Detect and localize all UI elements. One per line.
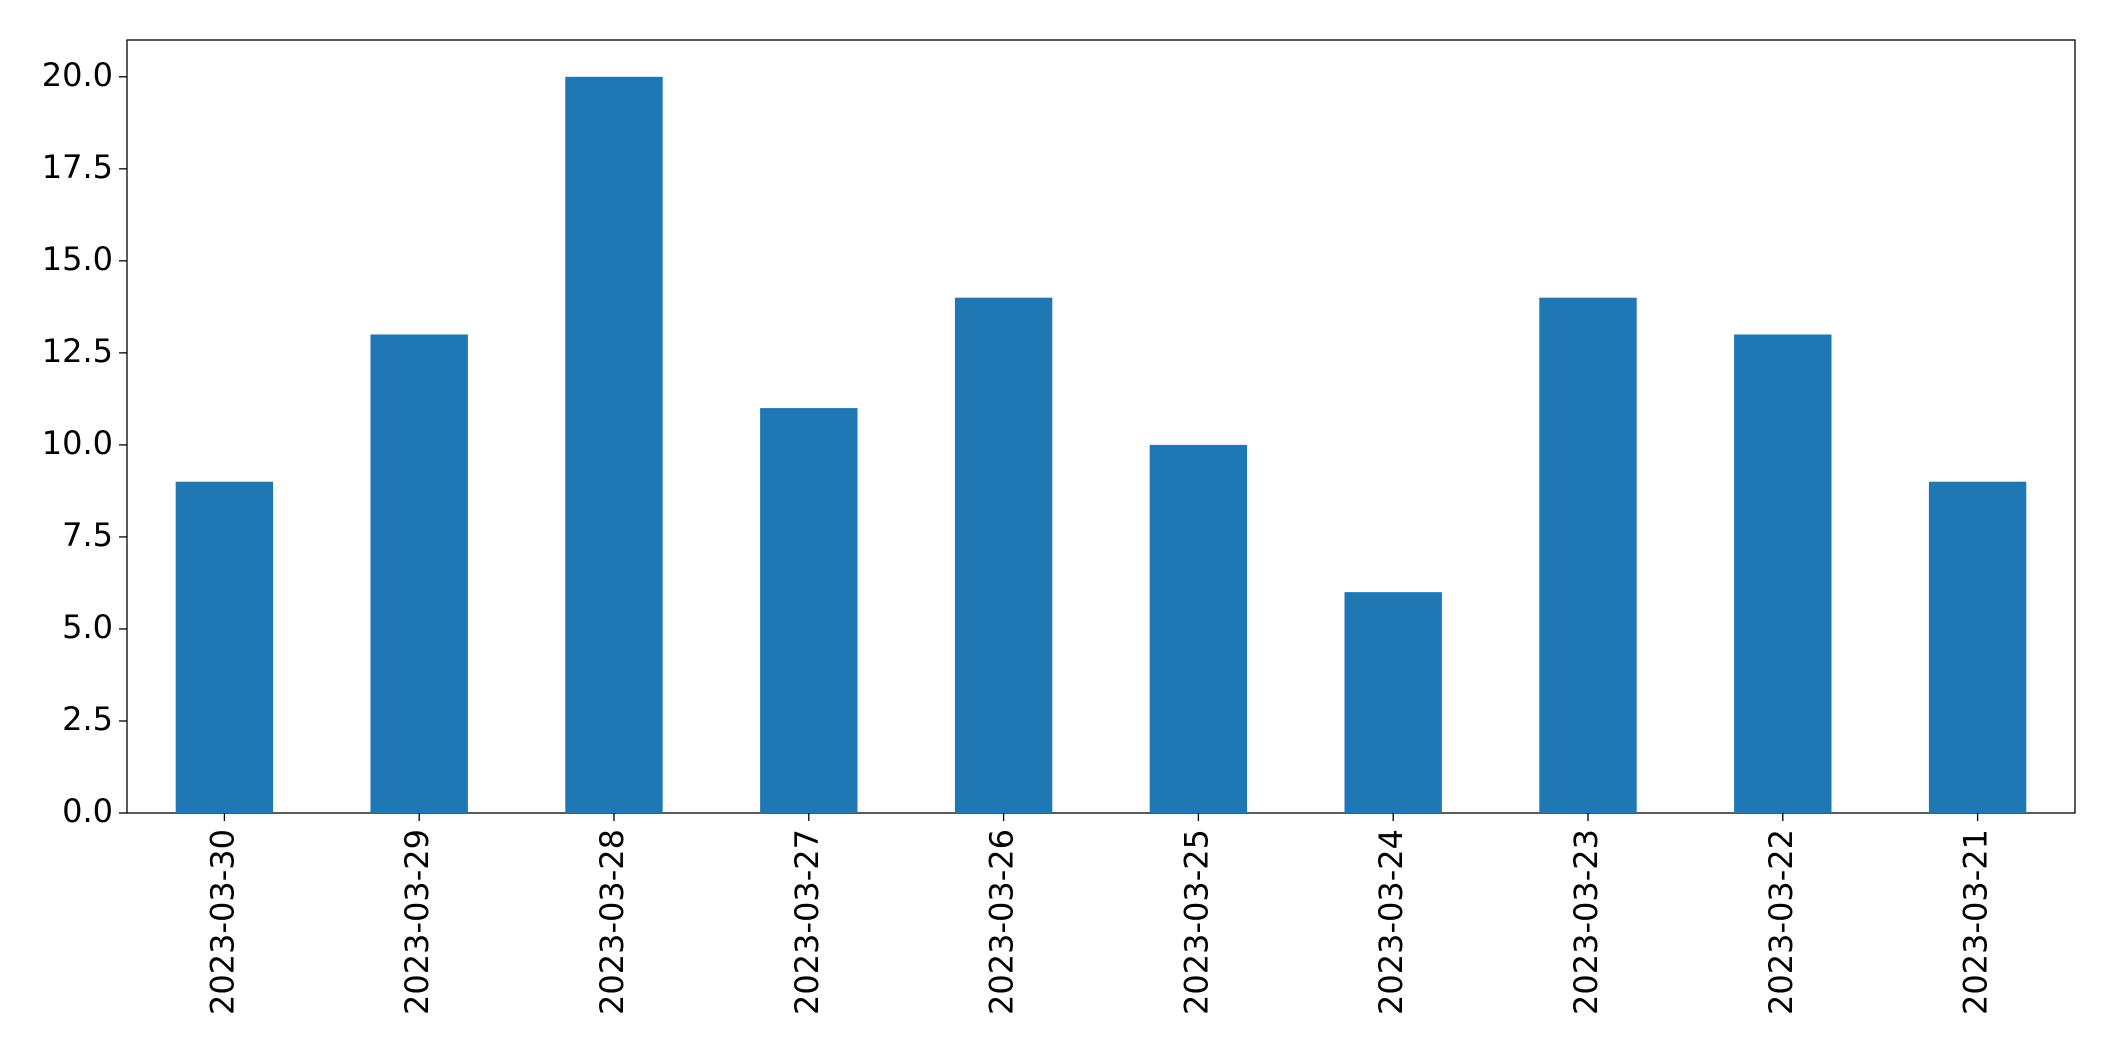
x-tick-label: 2023-03-25 xyxy=(1177,829,1215,1015)
bar xyxy=(1344,592,1442,813)
bar xyxy=(1149,444,1248,813)
y-tick-label: 2.5 xyxy=(62,700,113,738)
bar xyxy=(954,297,1053,814)
y-tick-label: 12.5 xyxy=(42,332,113,370)
y-tick-label: 5.0 xyxy=(62,608,113,646)
bar xyxy=(370,334,468,813)
y-tick-label: 15.0 xyxy=(42,240,113,278)
x-tick-label: 2023-03-26 xyxy=(983,829,1021,1015)
bar xyxy=(1539,297,1637,814)
x-tick-label: 2023-03-27 xyxy=(788,829,826,1015)
bar xyxy=(175,481,274,813)
x-tick-label: 2023-03-30 xyxy=(203,829,241,1015)
x-tick-label: 2023-03-24 xyxy=(1372,829,1410,1015)
x-tick-label: 2023-03-22 xyxy=(1762,829,1800,1015)
x-tick-label: 2023-03-29 xyxy=(398,829,436,1015)
y-tick-label: 0.0 xyxy=(62,792,113,830)
y-tick-label: 20.0 xyxy=(42,56,113,94)
bar xyxy=(565,76,663,814)
plot-frame xyxy=(126,39,2076,814)
bar xyxy=(760,408,858,813)
bar xyxy=(1928,481,2027,813)
y-tick-label: 7.5 xyxy=(62,516,113,554)
x-tick-label: 2023-03-21 xyxy=(1957,829,1995,1015)
y-tick-label: 17.5 xyxy=(42,148,113,186)
x-tick-label: 2023-03-23 xyxy=(1567,829,1605,1015)
x-tick-label: 2023-03-28 xyxy=(593,829,631,1015)
bar xyxy=(1734,334,1832,813)
y-tick-label: 10.0 xyxy=(42,424,113,462)
